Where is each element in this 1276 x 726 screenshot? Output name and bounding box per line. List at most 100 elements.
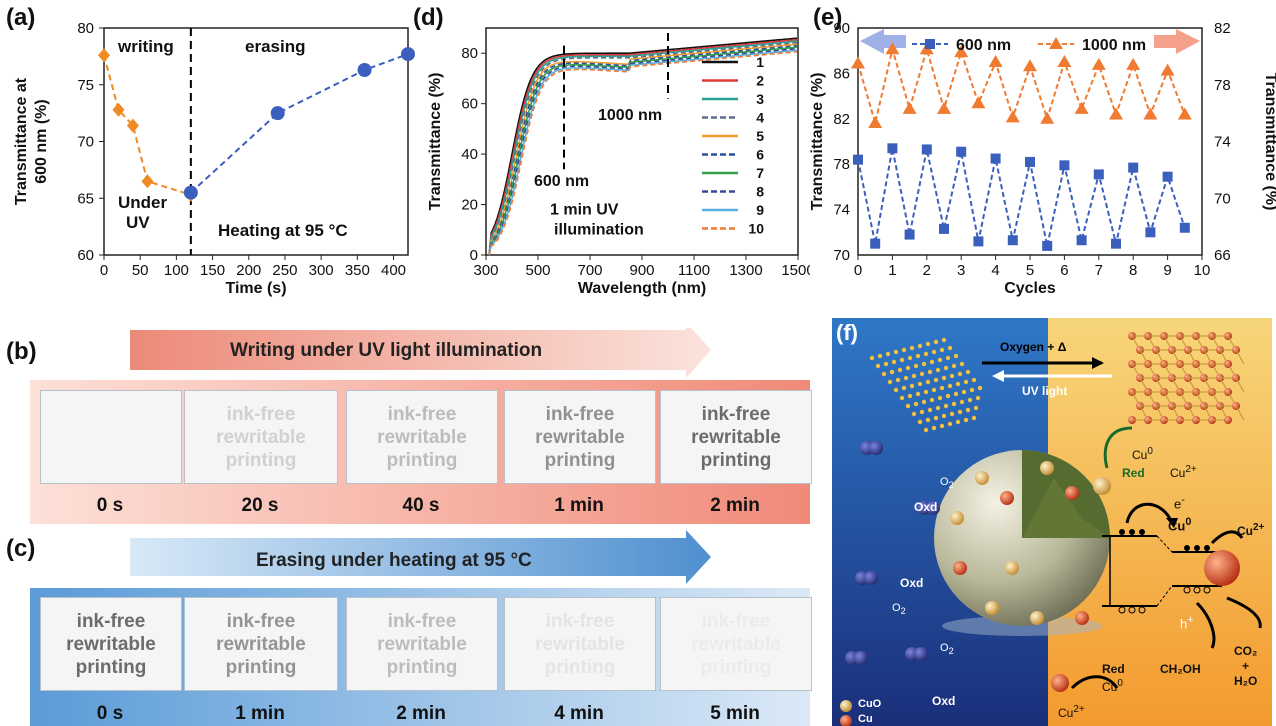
write-frame-text: ink-free <box>226 403 296 425</box>
data-point-0-0 <box>98 48 110 63</box>
x-tick-label: 250 <box>272 262 297 279</box>
y-tick-label-right: 78 <box>1214 77 1231 94</box>
atom-dot <box>973 405 979 411</box>
atom-dot <box>943 403 949 409</box>
atom-dot <box>927 407 933 413</box>
annotation-uv: UV <box>126 213 150 232</box>
annotation-under: Under <box>118 193 168 212</box>
data-point-1-6 <box>954 45 969 58</box>
erase-time-label: 0 s <box>96 703 124 724</box>
write-frame-2: ink-free rewritable printing <box>346 390 498 484</box>
surface-particle <box>1000 491 1014 505</box>
series-line-1 <box>857 45 1186 128</box>
cu0-top: Cu0 <box>1132 446 1153 462</box>
write-frame-text: printing <box>386 449 458 471</box>
x-tick-label: 0 <box>100 262 108 279</box>
data-point-0-3 <box>904 229 915 240</box>
atom-dot <box>917 381 923 387</box>
crystal-atom <box>1224 416 1232 424</box>
atom-dot <box>947 383 953 389</box>
write-title: Writing under UV light illumination <box>230 340 543 361</box>
atom-dot <box>899 357 905 363</box>
data-point-1-0 <box>183 185 198 200</box>
erase-frame-text: printing <box>225 656 297 678</box>
legend-cu: Cu <box>858 713 873 725</box>
legend-label-6: 6 <box>756 147 764 163</box>
atom-dot <box>899 395 905 401</box>
atom-dot <box>943 365 949 371</box>
atom-dot <box>889 369 895 375</box>
atom-dot <box>935 405 941 411</box>
legend-label-4: 4 <box>756 110 764 126</box>
write-frame-1: ink-free rewritable printing <box>184 390 338 484</box>
legend-label-2: 2 <box>756 73 764 89</box>
data-point-0-9 <box>1007 235 1018 246</box>
spectrum-line-5 <box>488 43 798 256</box>
annotation-writing: writing <box>117 37 174 56</box>
y-tick-label-right: 66 <box>1214 247 1231 264</box>
data-point-1-17 <box>1143 107 1158 120</box>
erase-arrow <box>130 530 711 584</box>
surface-particle <box>1051 674 1069 692</box>
legend-label-10: 10 <box>748 221 764 237</box>
atom-dot <box>975 395 981 401</box>
erase-frame-text: printing <box>75 656 147 678</box>
atom-dot <box>907 393 913 399</box>
write-frame-3: ink-free rewritable printing <box>504 390 656 484</box>
y-tick-label-right: 70 <box>1214 190 1231 207</box>
x-tick-label: 7 <box>1095 262 1103 279</box>
write-frame-text: ink-free <box>545 403 615 425</box>
atom-dot <box>919 409 925 415</box>
atom-dot <box>905 365 911 371</box>
erase-frame-text: rewritable <box>66 633 156 655</box>
atom-dot <box>965 369 971 375</box>
atom-dot <box>939 347 945 353</box>
atom-dot <box>945 355 951 361</box>
erase-frame-text: ink-free <box>701 610 771 632</box>
oxygen-molecule <box>869 441 883 455</box>
y-axis-label: Transmittance (%) <box>427 73 444 211</box>
annotation-uv2: illumination <box>554 222 644 239</box>
atom-dot <box>909 383 915 389</box>
legend-marker-600 <box>925 39 935 49</box>
data-point-0-18 <box>1162 171 1173 182</box>
atom-dot <box>963 417 969 423</box>
annotation-heating: Heating at 95 °C <box>218 221 348 240</box>
oxygen-molecule <box>864 571 878 585</box>
data-point-1-8 <box>988 55 1003 68</box>
legend-label-7: 7 <box>756 165 764 181</box>
x-tick-label: 1 <box>888 262 896 279</box>
x-tick-label: 400 <box>381 262 406 279</box>
annotation-uv1: 1 min UV <box>550 202 619 219</box>
y-tick-label-left: 78 <box>833 156 850 173</box>
atom-dot <box>933 415 939 421</box>
x-tick-label: 9 <box>1163 262 1171 279</box>
data-point-1-5 <box>937 101 951 114</box>
atom-dot <box>937 395 943 401</box>
atom-dot <box>891 359 897 365</box>
erase-frame-text: ink-free <box>76 610 146 632</box>
x-tick-label: 700 <box>577 262 602 279</box>
atom-dot <box>913 363 919 369</box>
write-frame-text: rewritable <box>377 426 467 448</box>
erase-frame-4: ink-free rewritable printing <box>660 597 812 691</box>
data-point-1-0 <box>851 56 865 69</box>
atom-dot <box>939 423 945 429</box>
atom-dot <box>917 343 923 349</box>
series-line-0 <box>103 54 192 196</box>
spectrum-line-2 <box>488 38 798 256</box>
oxd-3: Oxd <box>932 694 956 708</box>
atom-dot <box>911 411 917 417</box>
data-point-0-6 <box>956 146 967 157</box>
x-tick-label: 3 <box>957 262 965 279</box>
atom-dot <box>931 425 937 431</box>
o2-3: O2 <box>940 642 954 657</box>
oxygen-molecule <box>926 501 940 515</box>
y-tick-label: 65 <box>77 190 94 207</box>
atom-dot <box>941 375 947 381</box>
atom-dot <box>953 391 959 397</box>
data-point-1-15 <box>1109 107 1123 120</box>
atom-dot <box>915 391 921 397</box>
legend-label-5: 5 <box>756 128 764 144</box>
atom-dot <box>937 357 943 363</box>
